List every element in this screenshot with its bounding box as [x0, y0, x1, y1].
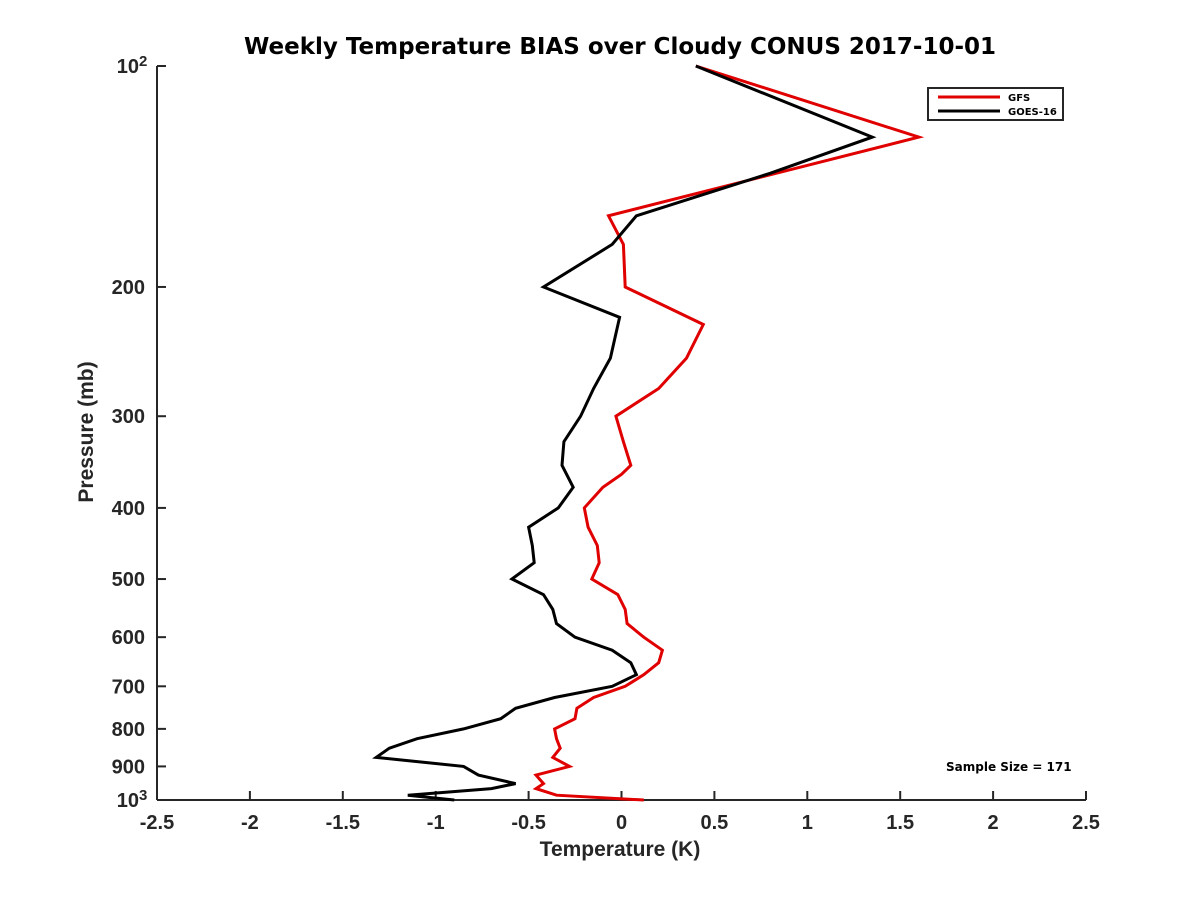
x-tick-label: 1.5 [886, 812, 914, 834]
y-tick-label-base: 600 [112, 627, 145, 649]
series-line-gfs [532, 64, 925, 802]
y-tick-label-base: 10 [117, 790, 139, 812]
y-tick-label: 600 [112, 627, 145, 649]
legend-label: GFS [1008, 93, 1030, 104]
y-tick-label: 10 [117, 790, 139, 812]
y-tick-label: 500 [112, 569, 145, 591]
y-tick-label: 700 [112, 676, 145, 698]
y-tick-label: 200 [112, 277, 145, 299]
x-tick-label: 2 [988, 812, 999, 834]
y-tick-label-base: 400 [112, 498, 145, 520]
y-tick-label-base: 500 [112, 569, 145, 591]
x-tick-label: -2.5 [140, 812, 174, 834]
sample-size-annotation: Sample Size = 171 [946, 760, 1072, 774]
y-tick-label-base: 10 [117, 56, 139, 78]
y-tick-label-base: 300 [112, 406, 145, 428]
x-tick-label: -0.5 [511, 812, 545, 834]
series-line-goes-16 [372, 64, 877, 802]
y-tick-label-exponent: 3 [139, 787, 147, 804]
y-tick-label: 900 [112, 756, 145, 778]
chart-title: Weekly Temperature BIAS over Cloudy CONU… [244, 34, 996, 60]
x-tick-label: 0.5 [700, 812, 728, 834]
y-tick-label: 10 [117, 56, 139, 78]
x-tick-label: -2 [241, 812, 259, 834]
x-tick-label: -1.5 [326, 812, 360, 834]
y-tick-label-base: 900 [112, 756, 145, 778]
x-tick-label: 2.5 [1072, 812, 1100, 834]
x-tick-label: 0 [616, 812, 627, 834]
legend-label: GOES-16 [1008, 107, 1057, 118]
y-tick-label-base: 700 [112, 676, 145, 698]
y-tick-label-exponent: 2 [139, 53, 147, 70]
y-tick-label: 300 [112, 406, 145, 428]
legend-box [927, 87, 1064, 121]
y-tick-label: 800 [112, 719, 145, 741]
y-tick-label: 400 [112, 498, 145, 520]
y-tick-label-base: 800 [112, 719, 145, 741]
x-axis-label: Temperature (K) [540, 838, 701, 861]
x-tick-label: 1 [802, 812, 813, 834]
plot-area: -2.5 -2 -1.5 -1 -0.5 0 0.5 1 1.5 2 2.510 2200300400… [112, 53, 1100, 834]
y-tick-label-base: 200 [112, 277, 145, 299]
y-axis-label: Pressure (mb) [75, 361, 98, 502]
x-tick-label: -1 [427, 812, 445, 834]
legend: GFS GOES-16 [927, 87, 1064, 121]
